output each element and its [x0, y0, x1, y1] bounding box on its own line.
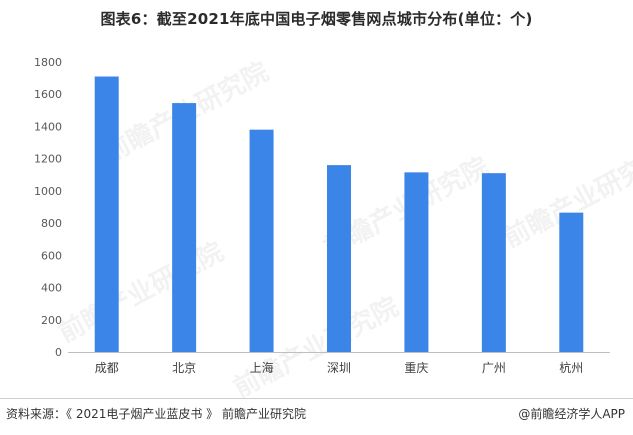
- y-tick-label: 400: [41, 282, 62, 295]
- bar-chart: 前瞻产业研究院前瞻产业研究院前瞻产业研究院前瞻产业研究院前瞻产业研究院 0200…: [34, 56, 633, 400]
- y-tick-label: 200: [41, 314, 62, 327]
- x-tick-label: 成都: [95, 361, 119, 375]
- credit-note: @前瞻经济学人APP: [518, 407, 625, 421]
- y-tick-label: 1600: [34, 88, 62, 101]
- bar-6: [559, 212, 584, 352]
- bar-4: [404, 172, 429, 352]
- x-tick-label: 杭州: [559, 360, 583, 375]
- y-tick-label: 1800: [34, 56, 62, 69]
- y-tick-label: 800: [41, 217, 62, 230]
- bar-2: [249, 129, 274, 352]
- x-tick-label: 广州: [482, 361, 506, 375]
- y-tick-label: 1400: [34, 120, 62, 133]
- axes: 0 200 400 600 800 1000 1200 1400 1600 1800: [34, 56, 610, 359]
- chart-title: 图表6：截至2021年底中国电子烟零售网点城市分布(单位：个): [100, 10, 533, 28]
- x-tick-label: 北京: [172, 361, 196, 375]
- footer-divider: [0, 398, 633, 399]
- source-note: 资料来源：《 2021电子烟产业蓝皮书 》 前瞻产业研究院: [6, 407, 306, 421]
- y-tick-label: 1000: [34, 185, 62, 198]
- bar-0: [94, 76, 119, 352]
- bar-3: [327, 165, 351, 352]
- bar-5: [481, 173, 506, 352]
- y-tick-label: 1200: [34, 153, 62, 166]
- watermark-text: 前瞻产业研究院: [53, 236, 228, 349]
- x-tick-label: 深圳: [327, 361, 351, 375]
- x-tick-label: 上海: [250, 360, 274, 375]
- category-labels: 成都 北京 上海 深圳 重庆 广州 杭州: [95, 360, 584, 375]
- y-tick-label: 0: [55, 346, 62, 359]
- y-tick-label: 600: [41, 249, 62, 262]
- bars: [94, 76, 584, 352]
- bar-1: [172, 103, 197, 352]
- x-tick-label: 重庆: [404, 361, 428, 375]
